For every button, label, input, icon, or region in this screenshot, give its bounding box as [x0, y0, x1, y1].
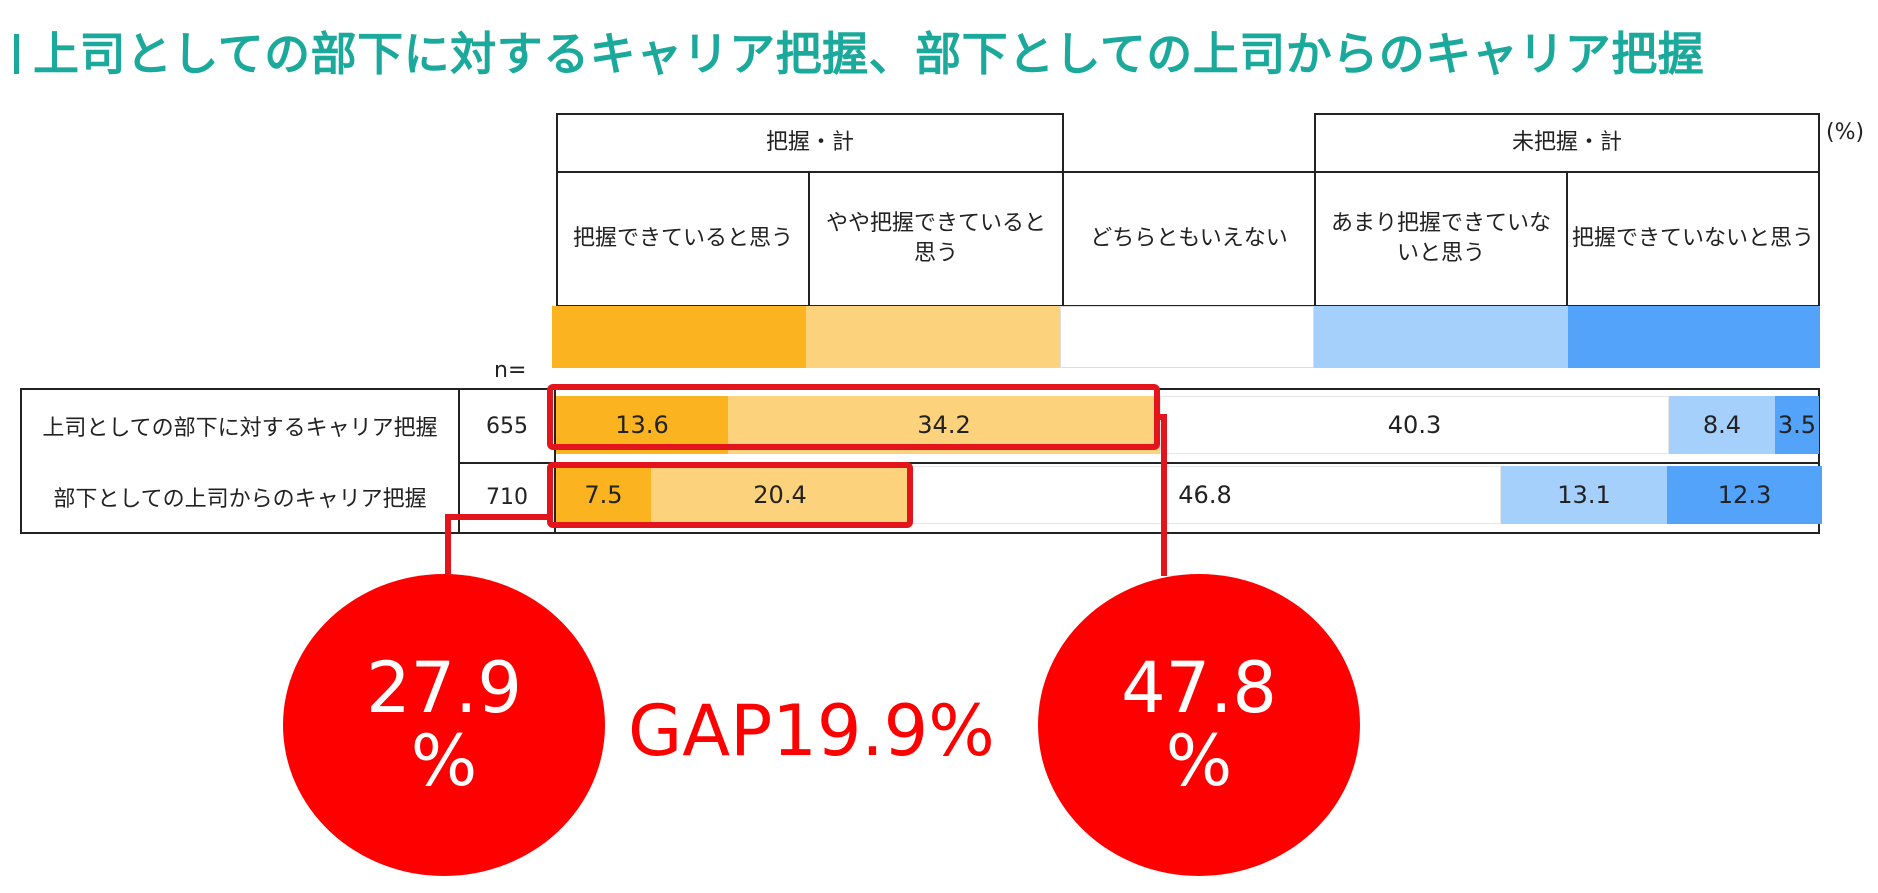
bar-segment-r2-s2: 20.4: [651, 466, 909, 524]
bar-value-label-r2-s3: 46.8: [1178, 481, 1232, 509]
bar-row-2: 7.5 20.4 46.8 13.1 12.3: [556, 462, 1822, 534]
page-title: 上司としての部下に対するキャリア把握、部下としての上司からのキャリア把握: [14, 18, 1704, 84]
bar-value-label-r2-s1: 7.5: [584, 481, 623, 509]
group-header-not-grasped: 未把握・計: [1314, 113, 1820, 173]
bar-segment-r2-s5: 12.3: [1667, 466, 1822, 524]
callout-circle-right: 47.8 %: [1038, 574, 1360, 876]
bar-value-label-r1-s3: 40.3: [1387, 411, 1442, 439]
callout-right-unit: %: [1165, 720, 1233, 802]
bar-segment-r2-s4: 13.1: [1501, 466, 1667, 524]
bar-value-label-r1-s5: 3.5: [1777, 411, 1817, 439]
category-header-2: やや把握できていると思う: [808, 171, 1064, 307]
row-n-2: 710: [460, 462, 556, 534]
n-label: n=: [494, 358, 527, 383]
connector-right-v: [1161, 414, 1167, 576]
legend-swatch-5: [1568, 306, 1820, 368]
callout-circle-left: 27.9 %: [283, 574, 605, 876]
category-header-1: 把握できていると思う: [556, 171, 810, 307]
category-header-3: どちらともいえない: [1062, 171, 1316, 307]
connector-left-h: [445, 514, 550, 520]
category-header-4: あまり把握できていないと思う: [1314, 171, 1568, 307]
row-n-1: 655: [460, 388, 556, 464]
callout-left-value: 27.9: [366, 646, 522, 729]
legend-swatch-4: [1314, 306, 1568, 368]
category-header-5: 把握できていないと思う: [1566, 171, 1820, 307]
highlight-row-2-grasped: [547, 462, 913, 528]
bar-segment-r2-s3: 46.8: [909, 466, 1501, 524]
group-header-grasped: 把握・計: [556, 113, 1064, 173]
bar-value-label-r1-s4: 8.4: [1702, 411, 1742, 439]
bar-segment-r2-s1: 7.5: [556, 466, 651, 524]
highlight-row-1-grasped: [547, 384, 1160, 450]
bar-value-label-r1-s1: 13.6: [615, 411, 669, 439]
bar-segment-r1-s5: 3.5: [1775, 396, 1819, 454]
legend-swatch-2: [806, 306, 1060, 368]
bar-value-label-r2-s4: 13.1: [1557, 481, 1611, 509]
callout-right-value: 47.8: [1121, 646, 1277, 729]
row-label-2: 部下としての上司からのキャリア把握: [20, 462, 460, 534]
bar-segment-r1-s3: 40.3: [1160, 396, 1669, 454]
callout-left-unit: %: [410, 720, 478, 802]
gap-label: GAP19.9%: [628, 690, 995, 772]
bar-value-label-r2-s5: 12.3: [1717, 481, 1772, 509]
bar-segment-r1-s4: 8.4: [1669, 396, 1775, 454]
title-accent-bar: [14, 34, 19, 74]
connector-left-v: [445, 514, 451, 574]
bar-value-label-r1-s2: 34.2: [917, 411, 971, 439]
title-text: 上司としての部下に対するキャリア把握、部下としての上司からのキャリア把握: [33, 27, 1705, 81]
row-label-1: 上司としての部下に対するキャリア把握: [20, 388, 460, 464]
unit-label: (%): [1826, 120, 1865, 145]
legend-swatch-1: [552, 306, 806, 368]
bar-value-label-r2-s2: 20.4: [753, 481, 807, 509]
legend-swatch-3: [1060, 306, 1314, 368]
